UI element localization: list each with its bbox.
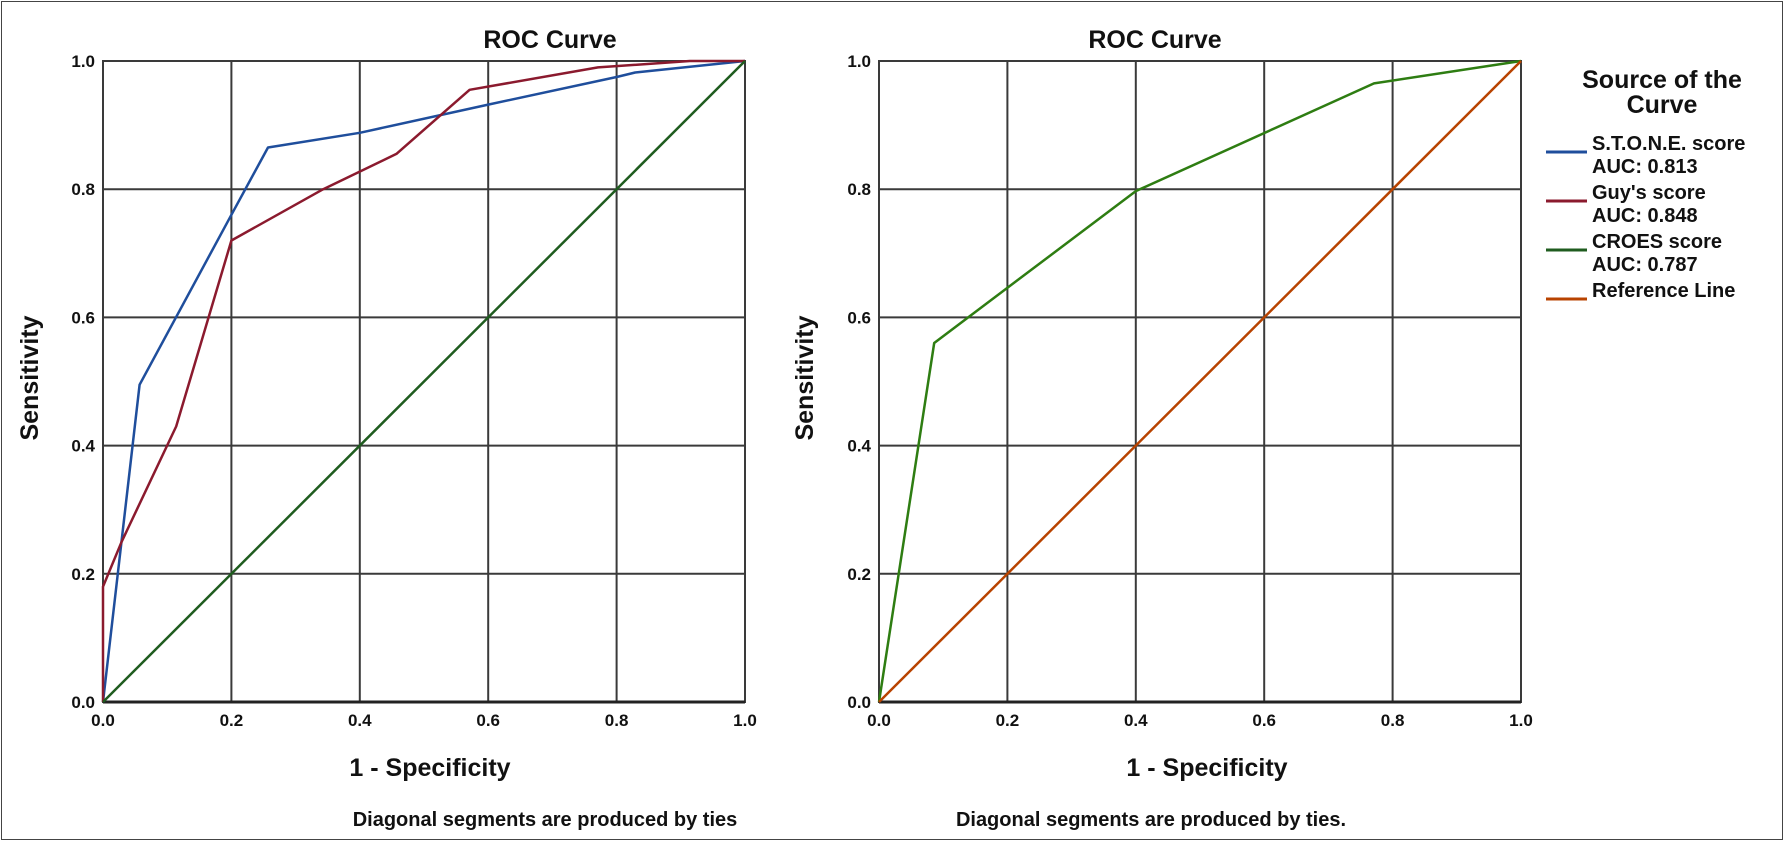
- chart-title: ROC Curve: [1088, 26, 1221, 54]
- legend-label: S.T.O.N.E. score: [1592, 133, 1745, 155]
- y-axis-label: Sensitivity: [791, 315, 819, 440]
- y-tick-label: 0.0: [847, 693, 871, 712]
- y-tick-label: 0.6: [71, 308, 95, 327]
- legend-title: Source of the: [1582, 66, 1742, 94]
- ties-note: Diagonal segments are produced by ties: [353, 809, 738, 831]
- ties-note: Diagonal segments are produced by ties.: [956, 809, 1346, 831]
- legend-auc: AUC: 0.848: [1592, 205, 1698, 227]
- x-tick-label: 1.0: [733, 711, 757, 730]
- y-tick-label: 0.2: [847, 565, 871, 584]
- roc-series-line: [101, 59, 745, 702]
- y-tick-label: 1.0: [847, 52, 871, 71]
- y-tick-label: 0.2: [71, 565, 95, 584]
- x-tick-label: 0.0: [867, 711, 891, 730]
- x-tick-label: 0.8: [605, 711, 629, 730]
- roc-panel-right: 0.0 0.2 0.4 0.6 0.8 1.0 0.0 0.2 0.4 0.6 0.8 1.0 ROC …: [791, 26, 1533, 831]
- y-tick-label: 0.8: [71, 180, 95, 199]
- y-tick-label: 0.6: [847, 308, 871, 327]
- y-tick-label: 0.8: [847, 180, 871, 199]
- x-tick-label: 0.2: [996, 711, 1020, 730]
- x-tick-label: 0.6: [1252, 711, 1276, 730]
- roc-panel-left: 0.0 0.2 0.4 0.6 0.8 1.0 0.0 0.2 0.4 0.6 0.8 1.0 ROC …: [16, 26, 757, 831]
- x-axis-label: 1 - Specificity: [349, 754, 510, 782]
- roc-series-line: [877, 59, 1522, 703]
- x-tick-label: 0.4: [1124, 711, 1148, 730]
- legend-auc: AUC: 0.813: [1592, 156, 1698, 178]
- x-tick-label: 1.0: [1509, 711, 1533, 730]
- y-tick-label: 1.0: [71, 52, 95, 71]
- roc-series-line: [102, 60, 746, 703]
- x-tick-label: 0.4: [348, 711, 372, 730]
- roc-series-line: [101, 59, 746, 703]
- roc-series-line: [878, 60, 1522, 703]
- chart-title: ROC Curve: [483, 26, 616, 54]
- legend-label: Reference Line: [1592, 280, 1735, 302]
- legend-title: Curve: [1627, 91, 1698, 119]
- legend-label: Guy's score: [1592, 182, 1706, 204]
- y-axis-label: Sensitivity: [16, 315, 44, 440]
- y-tick-label: 0.4: [847, 437, 871, 456]
- legend-label: CROES score: [1592, 231, 1722, 253]
- y-tick-label: 0.4: [71, 437, 95, 456]
- x-tick-label: 0.8: [1381, 711, 1405, 730]
- x-tick-label: 0.6: [476, 711, 500, 730]
- x-tick-label: 0.0: [91, 711, 115, 730]
- x-axis-label: 1 - Specificity: [1126, 754, 1287, 782]
- legend-auc: AUC: 0.787: [1592, 254, 1698, 276]
- x-tick-label: 0.2: [220, 711, 244, 730]
- y-tick-label: 0.0: [71, 693, 95, 712]
